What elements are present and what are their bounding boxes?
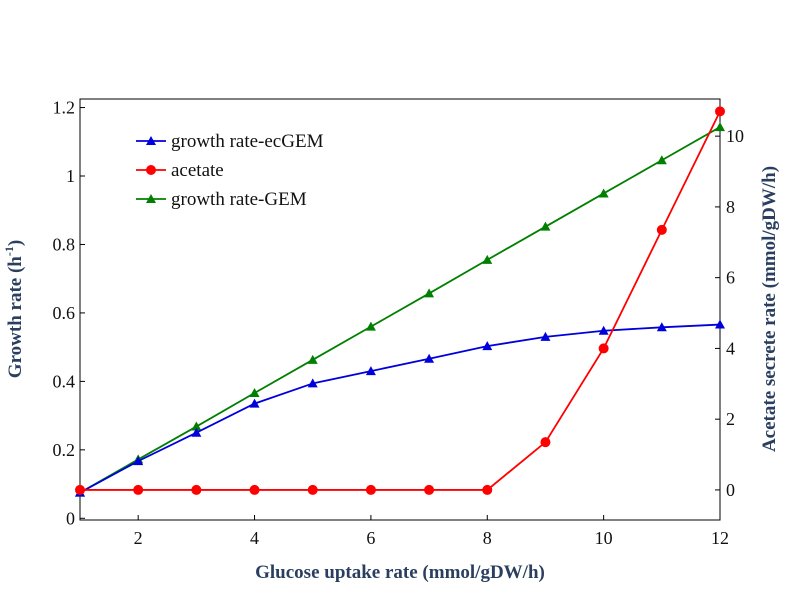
data-point-growth-rate-gem xyxy=(540,221,551,231)
data-point-growth-rate-gem xyxy=(365,321,376,331)
legend: growth rate-ecGEM acetate growth rate-GEM xyxy=(136,131,324,210)
series-layer xyxy=(75,106,725,497)
data-point-growth-rate-gem xyxy=(656,155,667,165)
series-line-acetate xyxy=(80,110,721,491)
right-y-tick-label: 8 xyxy=(726,197,735,217)
right-y-axis: 0 2 4 6 8 10 xyxy=(715,126,744,500)
left-y-tick-label: 1 xyxy=(66,166,75,186)
data-point-acetate xyxy=(75,484,85,495)
data-point-acetate xyxy=(365,484,376,495)
data-point-acetate xyxy=(598,343,609,354)
legend-label: acetate xyxy=(171,160,224,181)
legend-label: growth rate-GEM xyxy=(171,189,307,210)
series-growth-rate-gem xyxy=(75,122,725,497)
data-point-growth-rate-gem xyxy=(482,254,493,264)
left-y-axis-title-end: ) xyxy=(5,240,26,246)
data-point-growth-rate-gem xyxy=(598,188,609,198)
data-point-growth-rate-gem xyxy=(191,421,202,431)
left-y-axis-title-sup: -1 xyxy=(2,246,16,256)
left-y-tick-label: 0.2 xyxy=(53,440,76,460)
data-point-growth-rate-ecgem xyxy=(482,341,493,351)
x-tick-label: 4 xyxy=(250,528,259,548)
x-tick-label: 6 xyxy=(366,528,375,548)
left-y-tick-label: 0 xyxy=(66,508,75,528)
legend-swatch-marker xyxy=(146,136,156,145)
legend-label: growth rate-ecGEM xyxy=(171,131,324,152)
data-point-acetate xyxy=(424,484,435,495)
data-point-growth-rate-ecgem xyxy=(249,398,260,408)
x-axis-title: Glucose uptake rate (mmol/gDW/h) xyxy=(255,562,545,583)
left-y-tick-label: 0.4 xyxy=(53,371,76,391)
right-y-tick-label: 2 xyxy=(726,409,735,429)
data-point-growth-rate-ecgem xyxy=(365,366,376,376)
data-point-growth-rate-gem xyxy=(307,354,318,364)
data-point-acetate xyxy=(540,437,551,448)
x-tick-label: 10 xyxy=(595,528,613,548)
x-tick-label: 8 xyxy=(483,528,492,548)
data-point-acetate xyxy=(482,484,493,495)
data-point-growth-rate-gem xyxy=(715,122,725,132)
legend-swatch-marker xyxy=(146,194,156,203)
right-y-axis-title: Acetate secrete rate (mmol/gDW/h) xyxy=(759,166,780,452)
legend-item-growth-rate-ecgem: growth rate-ecGEM xyxy=(136,131,324,152)
data-point-acetate xyxy=(133,484,144,495)
right-y-tick-label: 0 xyxy=(726,480,735,500)
data-point-growth-rate-ecgem xyxy=(307,378,318,388)
series-growth-rate-ecgem xyxy=(75,319,725,497)
left-y-tick-label: 0.8 xyxy=(53,234,76,254)
series-line-growth-rate-gem xyxy=(79,126,721,494)
data-point-growth-rate-ecgem xyxy=(598,325,609,335)
plot-frame xyxy=(79,98,721,521)
data-point-growth-rate-ecgem xyxy=(133,456,144,466)
left-y-tick-label: 0.6 xyxy=(53,303,76,323)
left-y-tick-label: 1.2 xyxy=(53,98,76,118)
legend-swatch-marker xyxy=(146,165,156,175)
series-line-growth-rate-ecgem xyxy=(79,323,721,494)
data-point-growth-rate-ecgem xyxy=(715,319,725,329)
data-point-acetate xyxy=(191,484,202,495)
data-point-growth-rate-ecgem xyxy=(191,427,202,437)
data-point-growth-rate-ecgem xyxy=(540,331,551,341)
data-point-growth-rate-ecgem xyxy=(424,353,435,363)
series-acetate xyxy=(75,106,725,495)
data-point-acetate xyxy=(307,484,318,495)
legend-item-growth-rate-gem: growth rate-GEM xyxy=(136,189,307,210)
right-y-tick-label: 4 xyxy=(726,338,735,358)
right-y-tick-label: 10 xyxy=(726,126,744,146)
data-point-growth-rate-ecgem xyxy=(656,322,667,332)
data-point-acetate xyxy=(656,224,667,235)
data-point-acetate xyxy=(249,484,260,495)
x-axis: 2 4 6 8 10 12 xyxy=(134,515,729,548)
x-tick-label: 2 xyxy=(134,528,143,548)
data-point-growth-rate-gem xyxy=(424,288,435,298)
data-point-acetate xyxy=(715,106,725,117)
left-y-axis-title-main: Growth rate (h xyxy=(5,256,26,379)
right-y-tick-label: 6 xyxy=(726,268,735,288)
left-y-axis: 0 0.2 0.4 0.6 0.8 1 1.2 xyxy=(53,98,85,528)
data-point-growth-rate-gem xyxy=(249,388,260,398)
left-y-axis-title: Growth rate (h-1) xyxy=(2,240,26,378)
x-tick-label: 12 xyxy=(711,528,729,548)
legend-item-acetate: acetate xyxy=(136,160,224,181)
